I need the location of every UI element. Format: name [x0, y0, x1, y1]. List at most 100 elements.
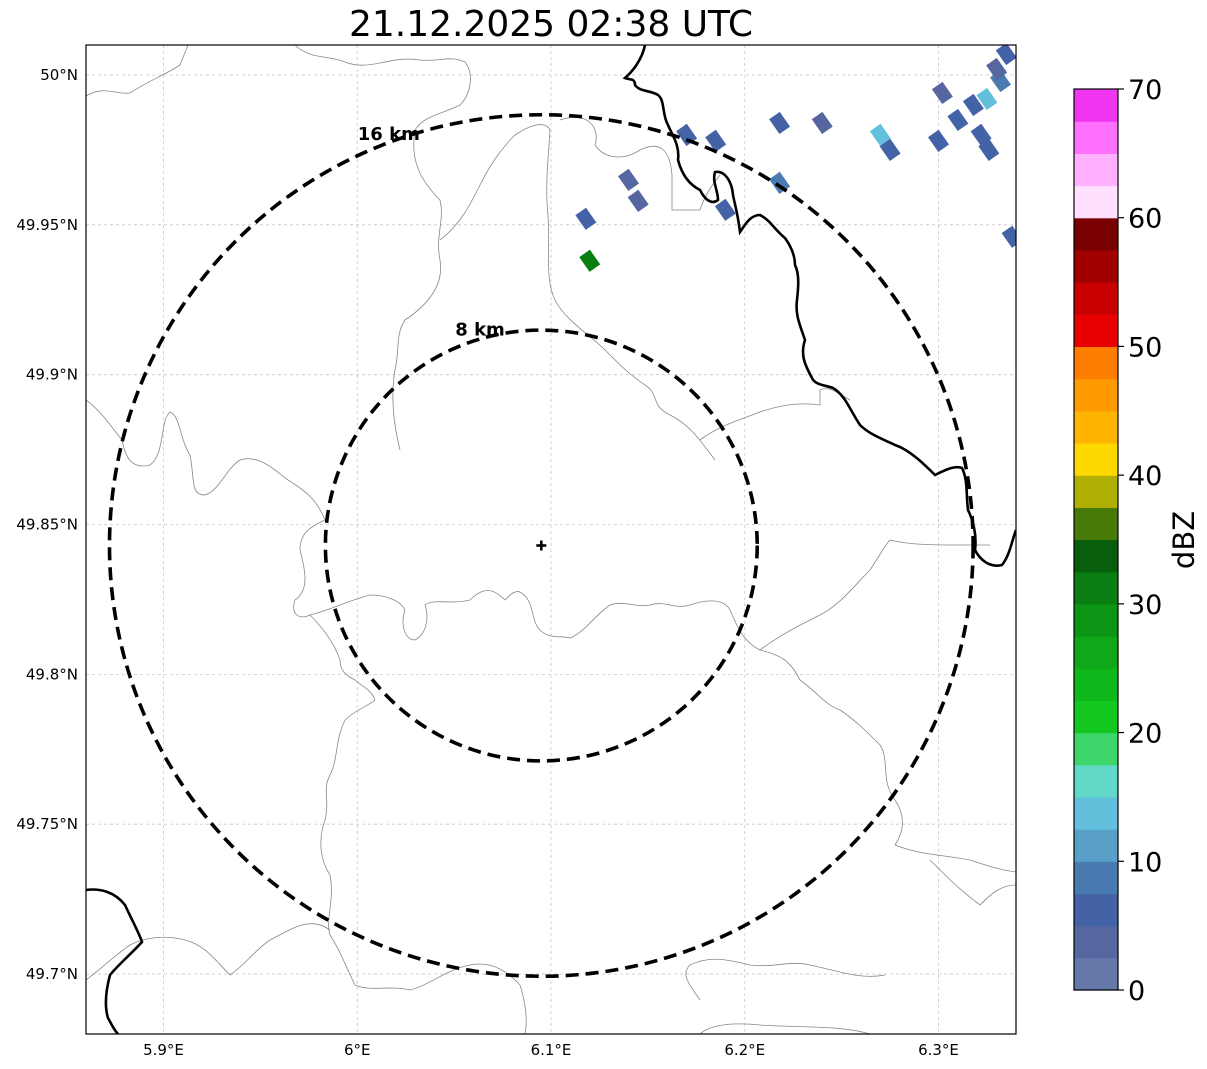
colorbar-swatch — [1074, 507, 1118, 541]
admin-boundary — [559, 116, 721, 211]
admin-boundary — [894, 844, 1016, 873]
x-tick-label: 5.9°E — [143, 1041, 184, 1059]
admin-boundary — [320, 719, 527, 1034]
colorbar-tick-label: 10 — [1128, 847, 1162, 878]
admin-boundary — [86, 923, 331, 981]
radar-echo-cell — [714, 198, 736, 221]
radar-site-marker — [536, 540, 547, 551]
colorbar-swatch — [1074, 217, 1118, 251]
radar-echo-cell — [705, 129, 727, 153]
radar-echo-cell — [811, 111, 833, 135]
y-tick-label: 49.85°N — [16, 516, 78, 534]
colorbar-swatch — [1074, 153, 1118, 187]
radar-echo-cell — [869, 123, 891, 147]
colorbar-tick-label: 20 — [1128, 719, 1162, 750]
admin-boundary — [439, 124, 716, 461]
map-axis-ticks: 5.9°E 6°E 6.1°E 6.2°E 6.3°E 50°N 49.95°N 49.9°N… — [16, 66, 959, 1059]
admin-boundary — [699, 1023, 871, 1034]
colorbar-swatches — [1074, 89, 1118, 991]
colorbar-swatch — [1074, 378, 1118, 412]
colorbar-swatch — [1074, 732, 1118, 766]
radar-echo-cell — [976, 87, 998, 111]
colorbar-swatch — [1074, 89, 1118, 122]
borders — [86, 45, 1016, 1034]
radar-echo-cell — [618, 168, 639, 191]
colorbar-swatch — [1074, 925, 1118, 959]
radar-echo-cell — [947, 108, 969, 132]
colorbar-swatch — [1074, 185, 1118, 219]
map-frame — [85, 44, 1017, 1035]
colorbar-swatch — [1074, 121, 1118, 154]
radar-echo-cell — [928, 129, 949, 153]
colorbar-swatch — [1074, 249, 1118, 283]
colorbar-swatch — [1074, 571, 1118, 605]
map-title: 21.12.2025 02:38 UTC — [348, 4, 754, 45]
radar-echo-cell — [962, 93, 984, 117]
y-tick-label: 49.8°N — [26, 665, 78, 683]
colorbar-swatch — [1074, 314, 1118, 348]
colorbar-ticks: 0 10 20 30 40 50 60 70 — [1118, 75, 1162, 1007]
y-tick-label: 49.9°N — [26, 366, 78, 384]
colorbar-swatch — [1074, 700, 1118, 734]
colorbar-swatch — [1074, 346, 1118, 380]
radar-echo-cell — [579, 249, 601, 272]
colorbar-tick-label: 30 — [1128, 590, 1162, 621]
colorbar-swatch — [1074, 539, 1118, 573]
admin-boundary — [685, 958, 886, 1001]
colorbar-swatch — [1074, 475, 1118, 508]
x-tick-label: 6°E — [344, 1041, 371, 1059]
radar-echo-cell — [978, 138, 1000, 161]
colorbar-swatch — [1074, 668, 1118, 701]
colorbar-swatch — [1074, 796, 1118, 830]
radar-echoes — [575, 45, 1016, 272]
y-tick-label: 50°N — [40, 66, 78, 84]
colorbar-swatch — [1074, 957, 1118, 991]
x-tick-label: 6.3°E — [918, 1041, 959, 1059]
range-ring-label: 16 km — [358, 124, 420, 145]
radar-echo-cell — [1001, 225, 1016, 248]
y-tick-label: 49.75°N — [16, 815, 78, 833]
radar-echo-cell — [627, 189, 649, 212]
map-plot-area: 8 km 16 km — [85, 44, 1017, 1035]
colorbar-swatch — [1074, 893, 1118, 927]
colorbar-tick-label: 0 — [1128, 976, 1145, 1007]
radar-echo-cell — [986, 57, 1008, 81]
colorbar-swatch — [1074, 764, 1118, 798]
radar-echo-cell — [879, 138, 901, 161]
colorbar-swatch — [1074, 442, 1118, 476]
colorbar-tick-label: 40 — [1128, 461, 1162, 492]
radar-echo-cell — [970, 123, 992, 147]
admin-boundary — [759, 539, 990, 651]
range-rings: 8 km 16 km — [107, 112, 975, 979]
range-ring-label: 8 km — [455, 319, 505, 340]
colorbar-swatch — [1074, 636, 1118, 669]
colorbar-unit-label: dBZ — [1167, 511, 1201, 569]
range-ring-8km — [323, 328, 760, 763]
range-ring-16km — [107, 112, 975, 979]
colorbar-tick-label: 60 — [1128, 204, 1162, 235]
colorbar: 0 10 20 30 40 50 60 70 dBZ — [1073, 75, 1201, 1007]
radar-echo-cell — [931, 81, 953, 105]
admin-boundary — [86, 45, 189, 97]
admin-boundary — [294, 45, 471, 451]
admin-boundary — [929, 859, 1016, 906]
x-tick-label: 6.1°E — [531, 1041, 572, 1059]
y-tick-label: 49.95°N — [16, 216, 78, 234]
national-border — [86, 888, 144, 1034]
radar-echo-cell — [995, 45, 1016, 66]
national-border — [622, 45, 1016, 567]
colorbar-tick-label: 50 — [1128, 332, 1162, 363]
colorbar-frame — [1073, 88, 1119, 991]
colorbar-swatch — [1074, 603, 1118, 637]
colorbar-swatch — [1074, 282, 1118, 315]
radar-echo-cell — [769, 111, 791, 135]
colorbar-swatch — [1074, 410, 1118, 444]
admin-boundary — [309, 614, 376, 721]
graticule-grid — [86, 45, 1016, 1034]
colorbar-swatch — [1074, 861, 1118, 895]
radar-echo-cell — [575, 207, 597, 230]
colorbar-tick-label: 70 — [1128, 75, 1162, 106]
y-tick-label: 49.7°N — [26, 965, 78, 983]
colorbar-swatch — [1074, 829, 1118, 862]
